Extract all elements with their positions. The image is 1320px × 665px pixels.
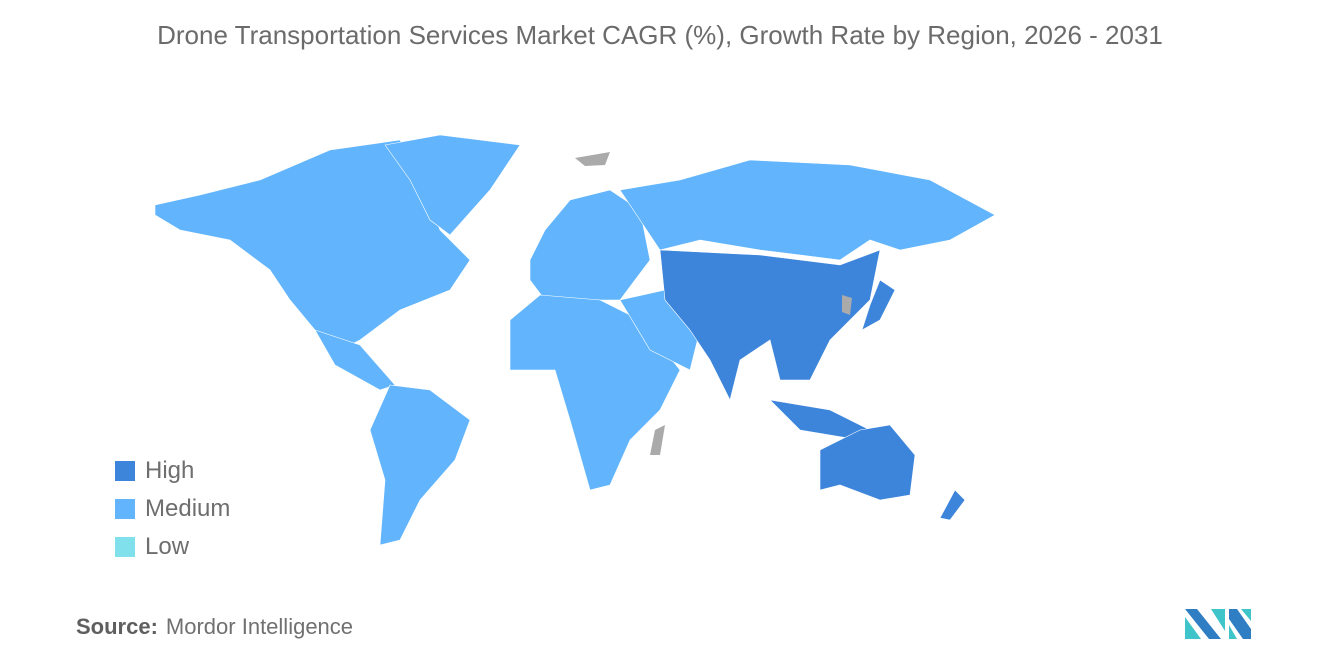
north-america-shape bbox=[154, 139, 471, 356]
region-south-america bbox=[369, 384, 471, 546]
legend-label: Low bbox=[145, 533, 190, 560]
mordor-intelligence-logo bbox=[1185, 609, 1251, 639]
south-america-shape bbox=[369, 384, 471, 546]
europe-shape bbox=[529, 189, 651, 301]
australia-shape bbox=[819, 424, 916, 501]
source-label: Source: bbox=[76, 614, 158, 639]
madagascar-shape bbox=[650, 425, 665, 455]
japan-shape bbox=[861, 279, 896, 331]
region-north-america bbox=[154, 134, 521, 391]
legend-swatch bbox=[115, 537, 135, 557]
source-value: Mordor Intelligence bbox=[165, 614, 354, 639]
source-note: Source: Mordor Intelligence bbox=[76, 614, 353, 640]
chart-title: Drone Transportation Services Market CAG… bbox=[157, 20, 1163, 50]
legend-item-low: Low bbox=[115, 528, 230, 566]
legend-label: Medium bbox=[145, 495, 231, 522]
legend-item-medium: Medium bbox=[115, 490, 230, 528]
legend-item-high: High bbox=[115, 452, 230, 490]
no-data-areas bbox=[575, 152, 852, 455]
new-zealand-shape bbox=[939, 489, 966, 521]
asia-shape bbox=[659, 249, 881, 401]
russia-shape bbox=[619, 159, 996, 261]
central-america-shape bbox=[314, 329, 396, 391]
region-middle-east-africa bbox=[509, 289, 701, 491]
africa-shape bbox=[509, 294, 681, 491]
korea-shape bbox=[842, 295, 852, 315]
legend-label: High bbox=[145, 457, 195, 484]
legend-swatch bbox=[115, 499, 135, 519]
legend: High Medium Low bbox=[115, 452, 230, 566]
region-russia bbox=[619, 159, 996, 261]
region-europe bbox=[529, 189, 651, 301]
region-asia-pacific bbox=[659, 249, 966, 521]
svalbard-shape bbox=[575, 152, 610, 166]
legend-swatch bbox=[115, 461, 135, 481]
greenland-shape bbox=[384, 134, 521, 236]
